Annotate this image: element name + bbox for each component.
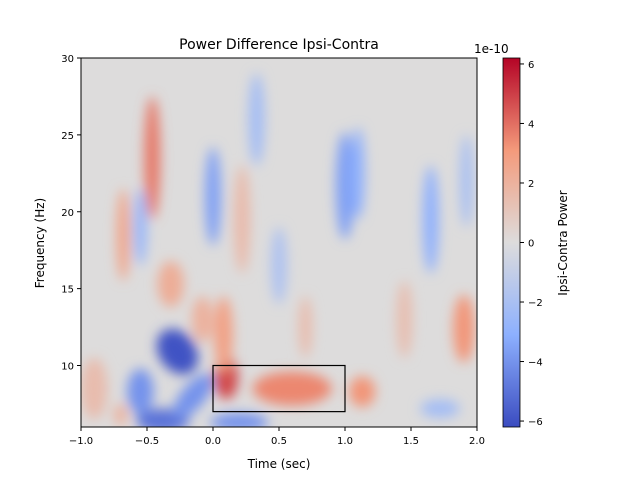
colorbar-tick-label: −4 bbox=[528, 358, 543, 369]
heatmap-region bbox=[422, 165, 439, 274]
colorbar-tick-label: 2 bbox=[528, 179, 534, 190]
heatmap-region bbox=[127, 368, 154, 415]
heatmap-region bbox=[252, 371, 332, 406]
x-tick-label: −0.5 bbox=[135, 436, 159, 447]
heatmap-region bbox=[351, 127, 365, 220]
heatmap-region bbox=[191, 296, 213, 343]
heatmap-region bbox=[133, 188, 147, 266]
colorbar-tick-label: 6 bbox=[528, 60, 534, 71]
heatmap-region bbox=[459, 134, 474, 228]
colorbar-tick-label: −6 bbox=[528, 417, 543, 428]
x-tick-label: 0.0 bbox=[205, 436, 221, 447]
x-tick-label: 2.0 bbox=[469, 436, 485, 447]
heatmap-region bbox=[144, 96, 161, 220]
heatmap-region bbox=[335, 131, 355, 240]
chart-title: Power Difference Ipsi-Contra bbox=[179, 37, 379, 53]
heatmap-region bbox=[214, 296, 233, 374]
x-tick-label: −1.0 bbox=[69, 436, 93, 447]
y-tick-label: 30 bbox=[61, 54, 74, 65]
heatmap-region bbox=[116, 188, 130, 281]
x-tick-label: 1.5 bbox=[403, 436, 419, 447]
colorbar-tick-label: 0 bbox=[528, 239, 534, 250]
y-tick-label: 25 bbox=[61, 131, 74, 142]
roi-rectangle bbox=[212, 364, 346, 413]
x-tick-label: 0.5 bbox=[271, 436, 287, 447]
heatmap-region bbox=[298, 296, 312, 358]
colorbar bbox=[502, 57, 521, 428]
x-tick-label: 1.0 bbox=[337, 436, 353, 447]
heatmap-region bbox=[420, 399, 460, 418]
heatmap-region bbox=[234, 165, 250, 274]
heatmap-region bbox=[173, 373, 214, 419]
heatmap-region bbox=[348, 376, 376, 408]
heatmap-region bbox=[114, 403, 128, 426]
colorbar-label: Ipsi-Contra Power bbox=[556, 190, 570, 296]
heatmap-region bbox=[205, 147, 221, 246]
y-tick-label: 20 bbox=[61, 208, 74, 219]
colorbar-tick-label: −2 bbox=[528, 298, 543, 309]
colorbar-tick-label: 4 bbox=[528, 119, 534, 130]
heatmap-region bbox=[157, 260, 184, 308]
y-tick-label: 10 bbox=[61, 362, 74, 373]
heatmap-region bbox=[156, 328, 199, 375]
colorbar-offset-text: 1e-10 bbox=[474, 42, 509, 56]
heatmap-region bbox=[248, 73, 265, 166]
heatmap-region bbox=[396, 280, 413, 358]
y-tick-label: 15 bbox=[61, 285, 74, 296]
heatmap-region bbox=[271, 227, 287, 304]
heatmap-region bbox=[81, 357, 108, 420]
heatmap-region bbox=[453, 294, 475, 363]
heatmap-region bbox=[210, 413, 269, 427]
x-axis-label: Time (sec) bbox=[247, 457, 311, 471]
y-axis-label: Frequency (Hz) bbox=[33, 198, 47, 289]
